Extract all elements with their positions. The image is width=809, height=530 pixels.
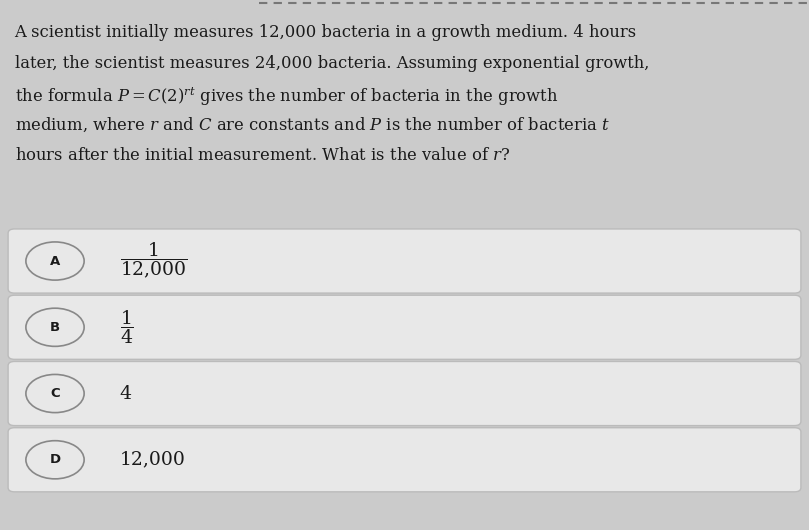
Circle shape bbox=[26, 374, 84, 412]
Text: A scientist initially measures 12,000 bacteria in a growth medium. 4 hours: A scientist initially measures 12,000 ba… bbox=[15, 24, 637, 41]
Text: C: C bbox=[50, 387, 60, 400]
Text: 12,000: 12,000 bbox=[120, 451, 185, 469]
Text: later, the scientist measures 24,000 bacteria. Assuming exponential growth,: later, the scientist measures 24,000 bac… bbox=[15, 55, 649, 72]
FancyBboxPatch shape bbox=[8, 229, 801, 293]
Text: medium, where $r$ and $C$ are constants and $P$ is the number of bacteria $t$: medium, where $r$ and $C$ are constants … bbox=[15, 116, 610, 135]
Circle shape bbox=[26, 242, 84, 280]
Text: 4: 4 bbox=[120, 385, 132, 402]
Text: $\dfrac{1}{12{,}000}$: $\dfrac{1}{12{,}000}$ bbox=[120, 241, 188, 281]
FancyBboxPatch shape bbox=[8, 295, 801, 359]
Circle shape bbox=[26, 441, 84, 479]
FancyBboxPatch shape bbox=[8, 361, 801, 426]
Text: D: D bbox=[49, 453, 61, 466]
Text: the formula $P = C(2)^{rt}$ gives the number of bacteria in the growth: the formula $P = C(2)^{rt}$ gives the nu… bbox=[15, 85, 558, 108]
FancyBboxPatch shape bbox=[8, 428, 801, 492]
Text: B: B bbox=[50, 321, 60, 334]
Text: $\dfrac{1}{4}$: $\dfrac{1}{4}$ bbox=[120, 308, 133, 346]
Text: hours after the initial measurement. What is the value of $r$?: hours after the initial measurement. Wha… bbox=[15, 147, 510, 164]
Text: A: A bbox=[50, 254, 60, 268]
Circle shape bbox=[26, 308, 84, 347]
